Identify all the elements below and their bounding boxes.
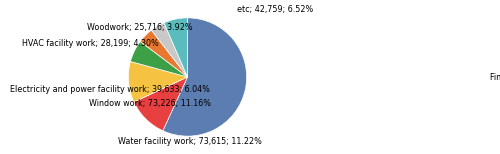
Text: HVAC facility work; 28,199; 4.30%: HVAC facility work; 28,199; 4.30%: [22, 39, 158, 48]
Text: etc; 42,759; 6.52%: etc; 42,759; 6.52%: [237, 5, 313, 14]
Wedge shape: [152, 23, 188, 77]
Wedge shape: [163, 18, 246, 136]
Wedge shape: [134, 77, 188, 131]
Text: Electricity and power facility work; 39,633; 6.04%: Electricity and power facility work; 39,…: [10, 85, 210, 94]
Text: Finishing work; 373,118; 56.85%: Finishing work; 373,118; 56.85%: [490, 73, 500, 81]
Text: Water facility work; 73,615; 11.22%: Water facility work; 73,615; 11.22%: [118, 137, 262, 146]
Wedge shape: [130, 41, 188, 77]
Wedge shape: [128, 61, 188, 102]
Wedge shape: [164, 18, 188, 77]
Text: Window work; 73,226; 11.16%: Window work; 73,226; 11.16%: [89, 99, 211, 108]
Text: Woodwork; 25,716; 3.92%: Woodwork; 25,716; 3.92%: [87, 23, 193, 32]
Wedge shape: [140, 30, 188, 77]
